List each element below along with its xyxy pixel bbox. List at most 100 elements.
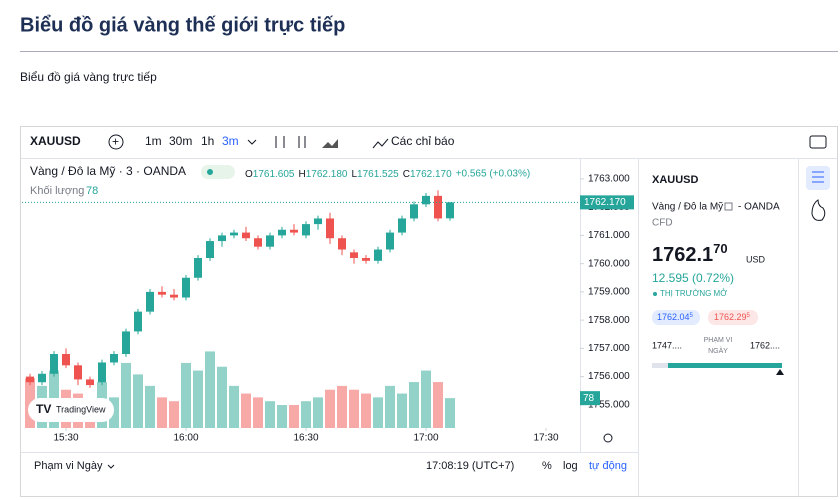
candle-body	[422, 195, 430, 205]
compare-button[interactable]	[108, 134, 124, 150]
candle-body	[218, 235, 226, 242]
legend-ohlc: O1761.605 H1762.180 L1761.525 C1762.170 +0.5…	[245, 169, 530, 180]
log-toggle[interactable]: log	[563, 460, 578, 472]
chart-type-icons[interactable]	[275, 136, 306, 148]
volume-bar	[145, 385, 155, 428]
ohlc-value: 1761.525	[357, 169, 399, 180]
ask: 1762.295	[714, 312, 751, 322]
market-status-pill	[201, 165, 235, 179]
price-label-box	[580, 195, 634, 210]
volume-label: 78	[583, 393, 595, 404]
range-button[interactable]: Phạm vi Ngày	[34, 460, 103, 472]
candle-body	[446, 202, 454, 219]
volume-bar	[253, 397, 263, 428]
candle-body	[182, 277, 190, 298]
ohlc-value: 1761.605	[253, 169, 295, 180]
ohlc-value: 1762.180	[306, 169, 348, 180]
watchlist-button[interactable]	[806, 166, 830, 190]
candle-body	[74, 365, 82, 380]
volume-bar	[193, 370, 203, 428]
panel-currency: USD	[746, 254, 766, 264]
candle-body	[194, 257, 202, 278]
price-small: 70	[713, 241, 727, 256]
volume-bar	[385, 385, 395, 428]
candle-body	[254, 238, 262, 247]
price-main: 1762.1	[652, 244, 713, 266]
indicators-icon[interactable]	[372, 138, 389, 149]
volume-bar	[325, 389, 335, 428]
volume-bar	[289, 405, 299, 428]
range-dropdown[interactable]	[107, 464, 115, 469]
ohlc-key: O	[245, 169, 253, 180]
interval[interactable]: 30m	[169, 134, 192, 148]
legend-volume-label: Khối lượng	[30, 185, 84, 197]
candle-body	[290, 229, 298, 233]
legend-change: +0.565 (+0.03%)	[456, 169, 531, 180]
widget-frame	[20, 126, 838, 497]
chart-style-icon[interactable]	[322, 139, 338, 148]
ask-main: 1762.29	[714, 312, 747, 322]
interval-active[interactable]: 3m	[222, 134, 239, 148]
candle-body	[338, 238, 346, 250]
legend-ohlc-item: L1761.525	[351, 169, 399, 180]
candle-body	[434, 195, 442, 219]
candle-body	[230, 232, 238, 236]
hotlist-button[interactable]	[811, 199, 826, 221]
auto-toggle[interactable]: tự động	[589, 460, 627, 472]
bid-main: 1762.04	[657, 312, 690, 322]
x-tick-label: 15:30	[53, 433, 78, 444]
x-tick-label: 16:00	[173, 433, 198, 444]
candle-body	[206, 241, 214, 258]
interval[interactable]: 1h	[201, 134, 214, 148]
interval-dropdown[interactable]	[247, 139, 257, 145]
volume-bar	[397, 393, 407, 428]
candle-body	[134, 311, 142, 332]
percent-toggle[interactable]: %	[542, 460, 552, 472]
candle-body	[170, 294, 178, 298]
volume-label-box	[580, 391, 600, 406]
bid-small: 5	[690, 313, 694, 319]
x-tick-label: 17:00	[413, 433, 438, 444]
candle-body	[266, 235, 274, 247]
indicators-button[interactable]: Các chỉ báo	[391, 134, 455, 148]
range-marker	[776, 369, 784, 375]
settings-button[interactable]	[603, 433, 613, 443]
volume-bar	[109, 397, 119, 428]
snapshot-button[interactable]	[809, 135, 827, 149]
x-tick-label: 17:30	[533, 433, 558, 444]
candle-body	[62, 354, 70, 366]
panel-type: CFD	[652, 218, 673, 229]
candle-body	[386, 232, 394, 250]
y-tick-label: 1761.000	[588, 230, 630, 241]
interval[interactable]: 1m	[145, 134, 162, 148]
volume-bar	[205, 351, 215, 428]
panel-price: 1762.170	[652, 241, 728, 266]
legend-ohlc-item: C1762.170	[403, 169, 452, 180]
ohlc-key: H	[299, 169, 306, 180]
candle-body	[26, 376, 34, 383]
volume-bar	[121, 362, 131, 428]
y-tick-label: 1760.000	[588, 258, 630, 269]
volume-bar	[313, 397, 323, 428]
volume-bar	[349, 389, 359, 428]
range-low: 1747....	[652, 340, 682, 350]
volume-bar	[301, 401, 311, 428]
y-tick-label: 1756.000	[588, 371, 630, 382]
panel-name: Vàng / Đô la Mỹ	[652, 202, 723, 213]
candle-body	[38, 373, 46, 383]
toolbar-symbol[interactable]: XAUUSD	[30, 134, 81, 148]
range-label: NGÀY	[708, 346, 728, 355]
watermark-box	[28, 398, 114, 422]
candle-body	[242, 232, 250, 239]
candle-body	[146, 291, 154, 312]
candle-body	[278, 229, 286, 236]
status-dot	[653, 292, 657, 296]
ohlc-key: C	[403, 169, 410, 180]
candle-body	[374, 249, 382, 261]
candle-body	[302, 224, 310, 236]
clock: 17:08:19 (UTC+7)	[426, 460, 514, 472]
volume-bar	[373, 397, 383, 428]
volume-bar	[157, 397, 167, 428]
page-title: Biểu đồ giá vàng thế giới trực tiếp	[20, 14, 345, 36]
